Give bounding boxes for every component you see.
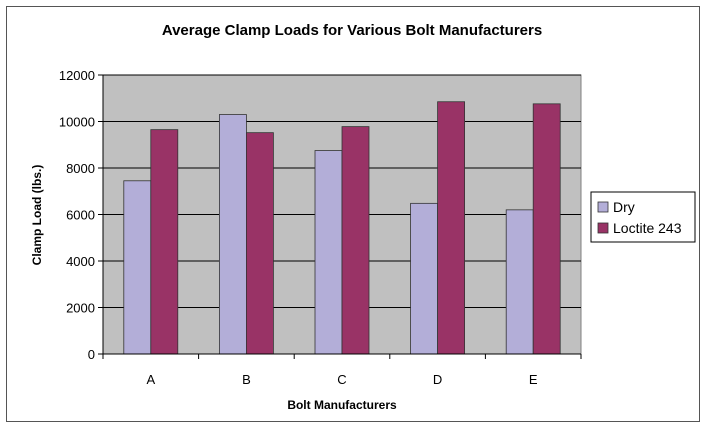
bar-loctite-243-b xyxy=(245,132,274,355)
x-tick-label: B xyxy=(242,372,251,387)
bar-loctite-243-d xyxy=(437,101,466,355)
legend-label: Loctite 243 xyxy=(613,220,682,236)
y-axis: 0 2000 4000 6000 8000 10000 12000 xyxy=(59,68,104,362)
bar-loctite-243-e xyxy=(532,103,561,355)
bar-dry-e xyxy=(505,209,534,355)
bar-loctite-243-c xyxy=(341,126,370,355)
y-tick-label: 8000 xyxy=(66,161,95,176)
x-tick-label: E xyxy=(529,372,538,387)
legend-box xyxy=(590,191,696,243)
legend-label: Dry xyxy=(613,199,635,215)
x-tick-label: A xyxy=(146,372,155,387)
bar-dry-c xyxy=(314,150,343,355)
bar-dry-d xyxy=(410,202,439,355)
bar-dry-b xyxy=(218,114,247,355)
y-tick-label: 2000 xyxy=(66,301,95,316)
bar-loctite-243-a xyxy=(150,129,179,355)
y-tick-label: 6000 xyxy=(66,208,95,223)
y-tick-label: 0 xyxy=(88,347,95,362)
y-axis-title: Clamp Load (lbs.) xyxy=(30,165,44,266)
legend-swatch xyxy=(597,222,609,234)
x-tick-label: C xyxy=(337,372,346,387)
gridlines xyxy=(103,74,581,308)
bar-dry-a xyxy=(123,180,152,355)
bars xyxy=(123,101,561,355)
x-axis-title: Bolt Manufacturers xyxy=(287,398,397,412)
bar-chart: Average Clamp Loads for Various Bolt Man… xyxy=(30,22,696,412)
y-tick-label: 12000 xyxy=(59,68,95,83)
chart-title: Average Clamp Loads for Various Bolt Man… xyxy=(162,22,542,39)
legend: Dry Loctite 243 xyxy=(590,191,696,243)
x-axis: A B C D E xyxy=(102,353,582,387)
x-tick-label: D xyxy=(433,372,442,387)
legend-swatch xyxy=(597,201,609,213)
y-tick-label: 10000 xyxy=(59,115,95,130)
y-tick-label: 4000 xyxy=(66,254,95,269)
chart-frame: Average Clamp Loads for Various Bolt Man… xyxy=(6,6,700,422)
